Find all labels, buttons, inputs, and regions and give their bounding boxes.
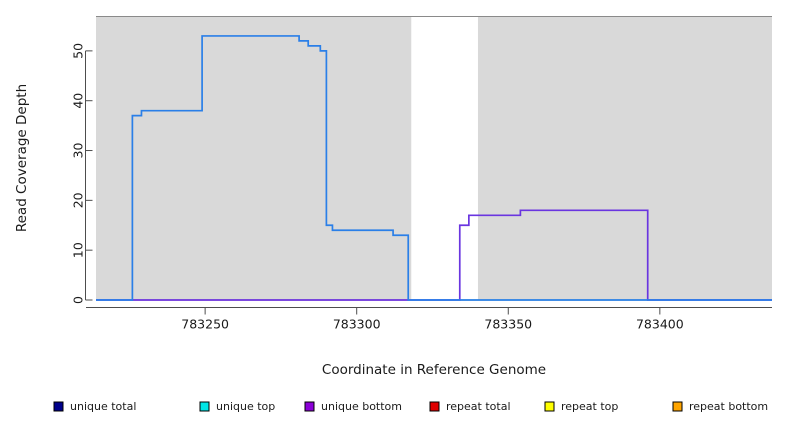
y-tick-label: 50 [71, 43, 86, 59]
legend-swatch-unique-total [53, 401, 64, 412]
legend-label-unique-top: unique top [216, 400, 275, 413]
x-tick-label: 783300 [333, 317, 381, 332]
series-traces [96, 35, 772, 301]
legend-swatch-repeat-total [429, 401, 440, 412]
x-tick-label: 783250 [181, 317, 229, 332]
series-line-unique-total [96, 35, 772, 301]
y-axis [85, 50, 93, 301]
x-tick-labels: 783250 783300 783350 783400 [181, 317, 683, 332]
legend-swatch-repeat-top [544, 401, 555, 412]
legend-label-repeat-total: repeat total [446, 400, 511, 413]
panel-block-right [477, 16, 772, 300]
y-tick-labels: 0 10 20 30 40 50 [71, 43, 86, 304]
legend-label-repeat-bottom: repeat bottom [689, 400, 768, 413]
y-tick-label: 10 [71, 242, 86, 258]
y-tick-label: 40 [71, 93, 86, 109]
x-tick-label: 783400 [636, 317, 684, 332]
series-line-unique-bottom [96, 209, 772, 301]
x-axis-title: Coordinate in Reference Genome [322, 362, 546, 378]
x-tick-label: 783350 [484, 317, 532, 332]
y-axis-title: Read Coverage Depth [14, 84, 30, 232]
legend-swatch-repeat-bottom [672, 401, 683, 412]
plot-panel [96, 16, 772, 300]
legend-label-repeat-top: repeat top [561, 400, 618, 413]
y-tick-label: 0 [71, 296, 86, 304]
legend-label-unique-total: unique total [70, 400, 136, 413]
y-tick-label: 30 [71, 143, 86, 159]
legend: unique total unique top unique bottom repea… [53, 400, 768, 413]
legend-swatch-unique-bottom [304, 401, 315, 412]
legend-swatch-unique-top [199, 401, 210, 412]
y-tick-label: 20 [71, 192, 86, 208]
x-axis [86, 307, 772, 315]
legend-label-unique-bottom: unique bottom [321, 400, 402, 413]
panel-block-left [96, 16, 412, 300]
